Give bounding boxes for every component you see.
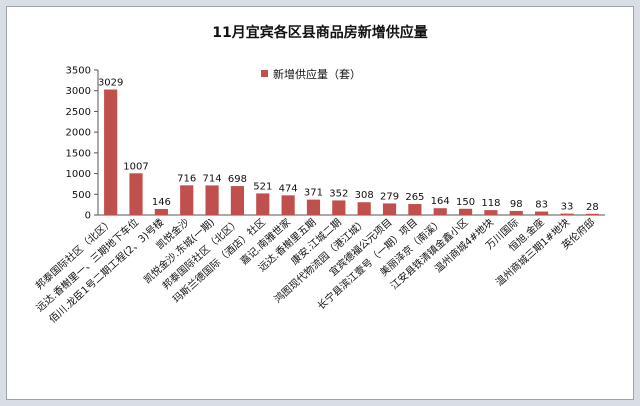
data-labels-group: 3029 1007 146 716 714 698 521 474 371 352 308 279 26… [98,78,599,213]
bar-value-label: 698 [228,174,247,185]
bar-value-label: 98 [510,199,523,210]
y-tick-label: 2000 [66,128,91,139]
bar [180,185,194,215]
y-tick-label: 3500 [66,66,91,77]
bar-value-label: 521 [253,181,272,192]
bar [154,208,168,215]
y-tick-label: 1500 [66,148,91,159]
category-labels-group: 邦泰国际社区（北区）远达.香榭里一、三期地下车位佰川.龙臣1号二期工程(2、3)… [33,216,598,326]
bar-value-label: 3029 [98,78,123,89]
bar [104,89,118,215]
bar-chart: 11月宜宾各区县商品房新增供应量 新增供应量（套） 0 500 1000 1500 20… [33,24,605,326]
bar [205,185,219,215]
bar [382,203,397,215]
bar-value-label: 371 [304,188,323,199]
bar [458,208,473,215]
bar [230,186,245,215]
bar [332,200,346,215]
bar-value-label: 352 [329,188,348,199]
legend-swatch [261,70,268,77]
bar [585,213,599,215]
y-tick-label: 3000 [66,86,91,97]
bars-group [104,89,599,215]
chart-frame: 11月宜宾各区县商品房新增供应量 新增供应量（套） 0 500 1000 1500 20… [6,6,634,400]
category-label: 远达.香榭里一、三期地下车位 [33,216,141,315]
bar-value-label: 1007 [123,161,148,172]
bar [129,173,143,215]
bar [306,199,321,215]
bar-value-label: 118 [481,198,500,209]
bar [357,202,371,215]
y-tick-label: 1000 [66,169,91,180]
legend-label: 新增供应量（套） [273,67,361,81]
bar [281,195,295,215]
bar [484,210,498,215]
y-tick-label: 500 [72,190,91,201]
bar-value-label: 714 [203,173,222,184]
bar-value-label: 33 [561,202,574,213]
y-tick-label: 2500 [66,107,91,118]
chart-title: 11月宜宾各区县商品房新增供应量 [212,24,427,41]
bar-value-label: 83 [535,200,548,211]
bar [560,213,574,215]
bar-value-label: 146 [152,197,171,208]
bar-value-label: 28 [586,202,599,213]
bar-value-label: 716 [177,173,196,184]
bar [509,210,523,215]
bar-value-label: 265 [405,192,424,203]
bar-value-label: 308 [355,190,374,201]
bar [535,211,549,215]
bar-value-label: 279 [380,191,399,202]
bar-value-label: 474 [279,183,298,194]
bar [256,193,270,215]
bar [408,204,422,215]
bar-value-label: 150 [456,197,475,208]
bar-value-label: 164 [431,196,450,207]
bar [433,208,447,215]
y-tick-label: 0 [85,211,91,222]
